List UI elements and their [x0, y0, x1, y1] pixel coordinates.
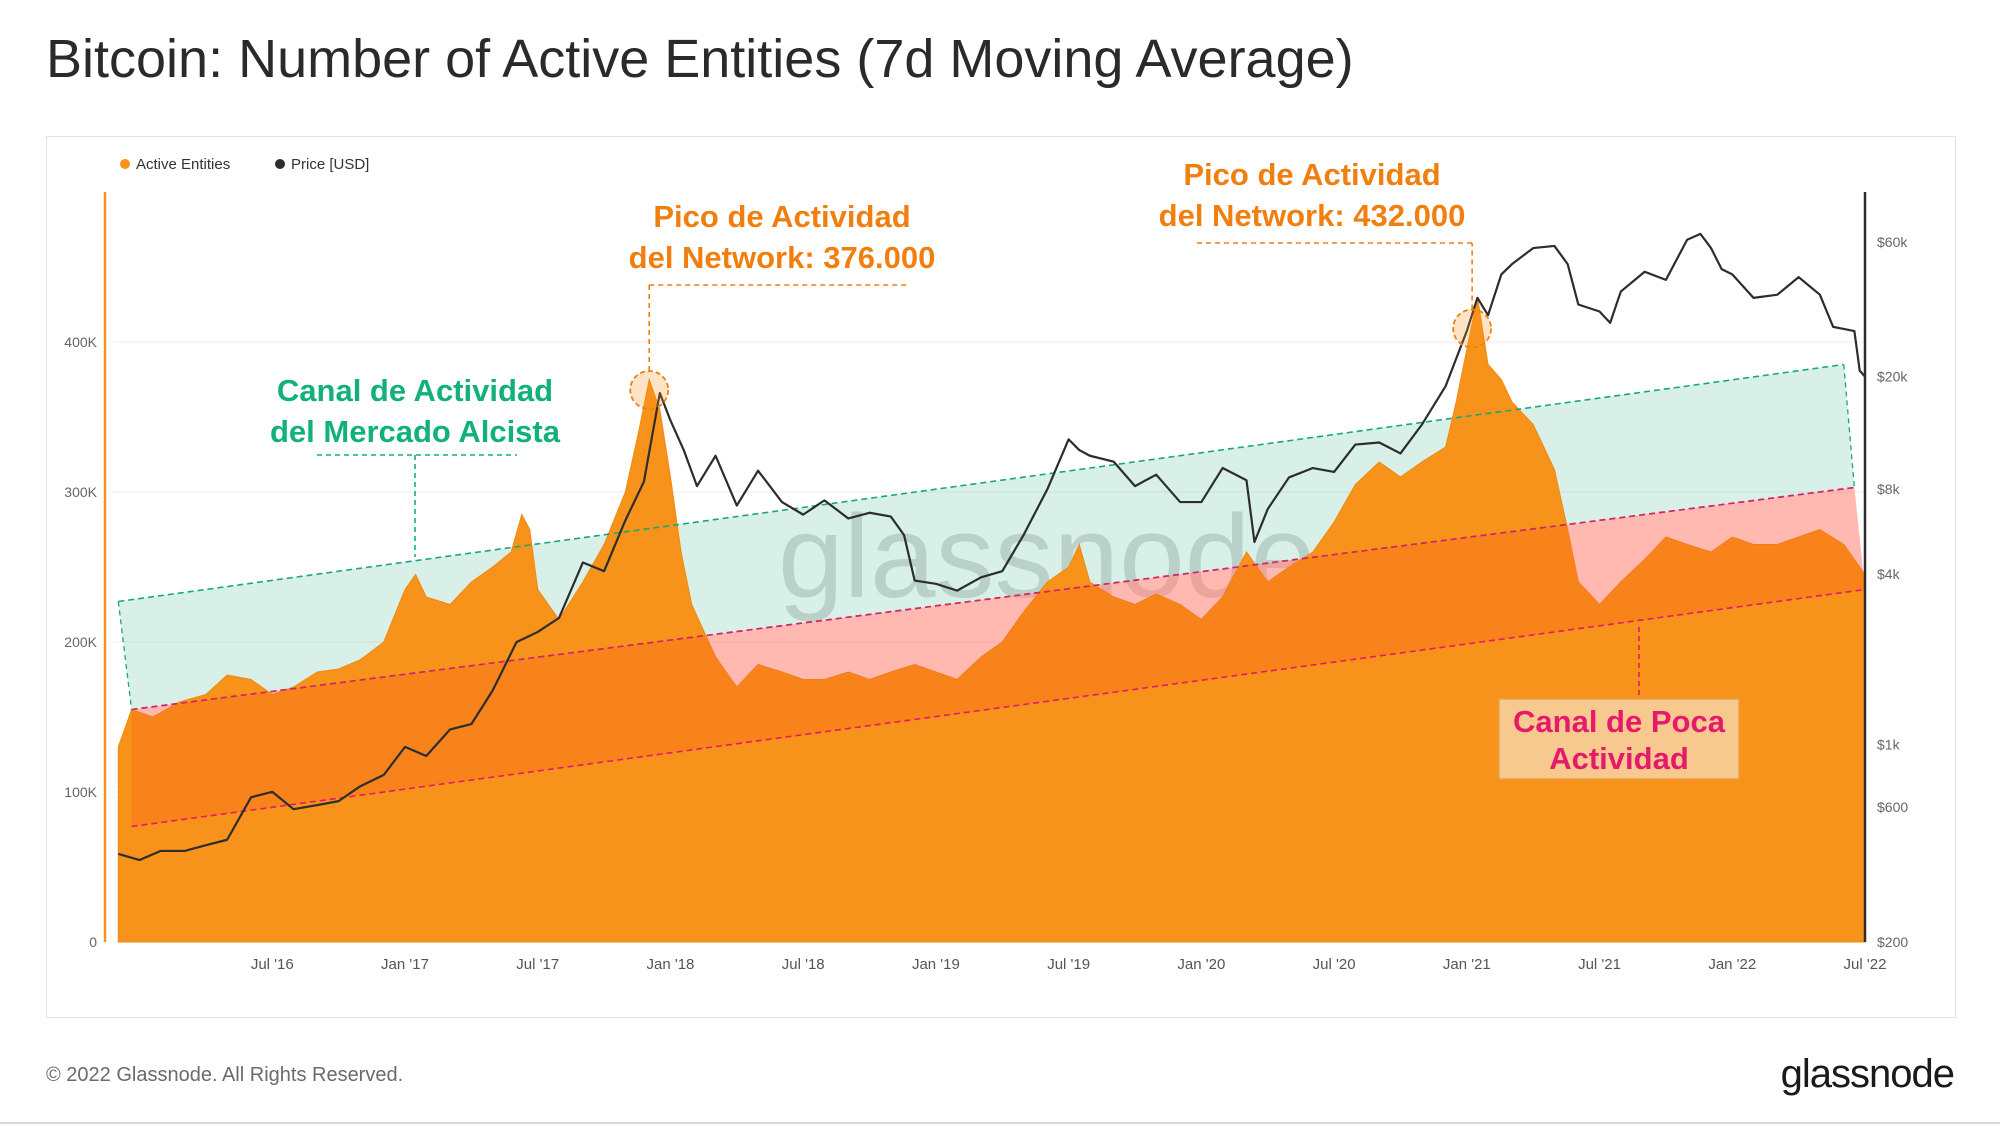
- annotation-peak-2018-line2: del Network: 376.000: [629, 240, 936, 275]
- y-right-tick-label: $600: [1877, 799, 1908, 815]
- x-tick-label: Jul '18: [782, 956, 825, 973]
- y-right-tick-label: $4k: [1877, 566, 1901, 582]
- annotation-peak-2021-line2: del Network: 432.000: [1159, 198, 1466, 233]
- x-tick-label: Jan '22: [1708, 956, 1756, 973]
- bottom-divider: [0, 1122, 2000, 1124]
- chart-title: Bitcoin: Number of Active Entities (7d M…: [46, 29, 1354, 89]
- annotation-low-channel-box: [1498, 698, 1740, 780]
- y-right-tick-label: $60k: [1877, 234, 1908, 250]
- annotation-low-channel: Canal de Poca Actividad: [1498, 698, 1740, 780]
- chart-svg: Active Entities Price [USD] glassnode 01…: [64, 156, 1908, 973]
- y-right-tick-label: $200: [1877, 934, 1908, 950]
- legend: Active Entities Price [USD]: [120, 156, 369, 173]
- annotation-bull-channel-line2: del Mercado Alcista: [270, 414, 561, 449]
- annotation-peak-2018: Pico de Actividad del Network: 376.000: [629, 199, 936, 275]
- annotation-peak-2021-line1: Pico de Actividad: [1183, 157, 1440, 192]
- channel-line-low_activity-lower: [131, 588, 1866, 828]
- y-left-tick-label: 200K: [64, 634, 97, 650]
- legend-label-price[interactable]: Price [USD]: [291, 156, 369, 173]
- peak-marker-2018[interactable]: [629, 370, 670, 410]
- y-left-tick-label: 400K: [64, 334, 97, 350]
- channel-overlay-low-activity: [131, 487, 1866, 827]
- x-tick-label: Jul '16: [251, 956, 294, 973]
- annotation-peak-2018-line1: Pico de Actividad: [653, 199, 910, 234]
- annotation-bull-channel: Canal de Actividad del Mercado Alcista: [270, 373, 561, 449]
- brand-logo: glassnode: [1780, 1052, 1955, 1096]
- y-right-tick-label: $8k: [1877, 481, 1901, 497]
- legend-dot-price[interactable]: [275, 159, 285, 169]
- x-tick-label: Jan '17: [381, 956, 429, 973]
- y-right-tick-label: $20k: [1877, 369, 1908, 385]
- x-tick-label: Jan '21: [1443, 956, 1491, 973]
- channel-line-bull_market_activity-upper: [118, 363, 1844, 603]
- y-left-tick-label: 300K: [64, 484, 97, 500]
- channel-edge-left: [117, 601, 133, 710]
- x-tick-label: Jul '21: [1578, 956, 1621, 973]
- legend-dot-active-entities[interactable]: [120, 159, 130, 169]
- x-tick-label: Jul '17: [516, 956, 559, 973]
- channel-edge-right: [1843, 364, 1856, 488]
- x-tick-label: Jul '19: [1047, 956, 1090, 973]
- annotation-peak-2021: Pico de Actividad del Network: 432.000: [1159, 157, 1466, 233]
- x-tick-label: Jan '20: [1177, 956, 1225, 973]
- annotation-low-channel-line2: Actividad: [1549, 741, 1689, 776]
- annotation-low-channel-line1: Canal de Poca: [1513, 704, 1726, 739]
- peak-marker-2021[interactable]: [1452, 308, 1493, 349]
- y-right-tick-label: $1k: [1877, 736, 1901, 752]
- y-left-tick-label: 100K: [64, 784, 97, 800]
- x-tick-label: Jan '18: [647, 956, 695, 973]
- series-area-active-entities[interactable]: [117, 296, 1866, 943]
- y-left-tick-label: 0: [89, 934, 97, 950]
- series-line-price[interactable]: [118, 232, 1866, 862]
- copyright-text: © 2022 Glassnode. All Rights Reserved.: [46, 1064, 404, 1086]
- annotation-bull-channel-line1: Canal de Actividad: [277, 373, 553, 408]
- plot-layer: 0 100K 200K 300K 400K Jul '16 Jan '17 Jul '17 Ja…: [64, 192, 1908, 973]
- x-tick-label: Jul '20: [1313, 956, 1356, 973]
- x-tick-label: Jan '19: [912, 956, 960, 973]
- legend-label-active-entities[interactable]: Active Entities: [136, 156, 230, 173]
- x-tick-label: Jul '22: [1844, 956, 1887, 973]
